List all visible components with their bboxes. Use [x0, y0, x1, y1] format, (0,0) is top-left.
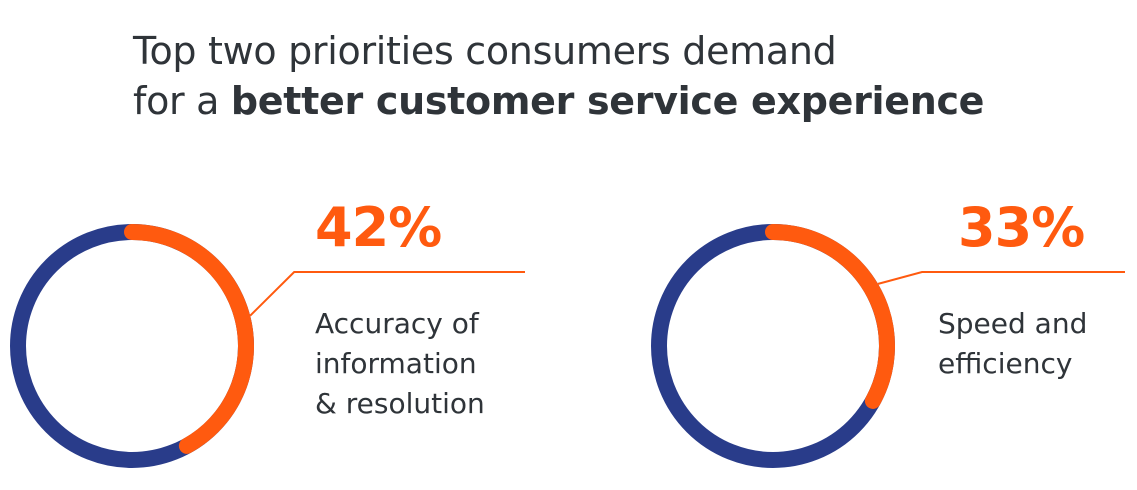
donut-1-description-line: & resolution [315, 387, 485, 420]
donut-2-description-line: efficiency [938, 347, 1073, 380]
donut-2-value-arc [765, 224, 895, 409]
donut-2 [651, 224, 1125, 468]
title-line-2-prefix: for a [133, 79, 231, 123]
donut-2-description: Speed and efficiency [938, 304, 1087, 384]
donut-1-description-line: information [315, 347, 477, 380]
donut-1-percent-label: 42% [315, 196, 442, 259]
donut-2-leader-line [877, 271, 1125, 285]
donut-1-leader-line [249, 271, 525, 317]
title-line-1: Top two priorities consumers demand [133, 29, 837, 73]
donut-1-description: Accuracy of information & resolution [315, 304, 485, 424]
donut-1-description-line: Accuracy of [315, 307, 479, 340]
donut-2-percent-label: 33% [958, 196, 1085, 259]
title-line-2: for a better customer service experience [133, 76, 984, 126]
title-line-2-bold: better customer service experience [230, 79, 985, 123]
donut-2-description-line: Speed and [938, 307, 1088, 340]
donut-1 [10, 224, 525, 468]
chart-title: Top two priorities consumers demand for … [133, 26, 984, 126]
donut-1-value-arc [124, 224, 254, 454]
